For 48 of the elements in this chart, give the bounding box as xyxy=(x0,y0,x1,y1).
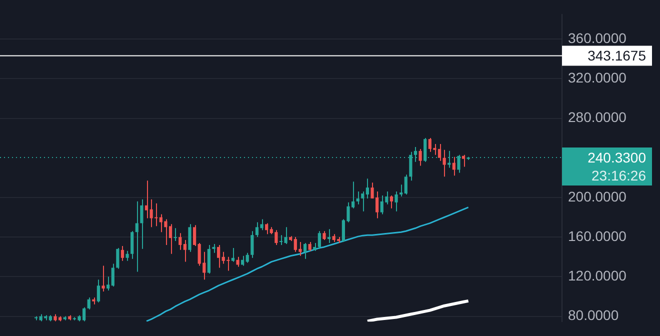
candlestick xyxy=(366,178,370,199)
candlestick xyxy=(241,255,244,266)
candlestick xyxy=(231,247,235,262)
y-tick-label: 360.0000 xyxy=(568,30,627,46)
candlestick xyxy=(400,184,403,197)
candlestick xyxy=(188,224,192,252)
y-tick-label: 320.0000 xyxy=(568,70,627,86)
candlestick xyxy=(96,279,100,303)
candlestick xyxy=(207,244,211,274)
y-tick-label: 80.0000 xyxy=(568,307,619,324)
candlestick xyxy=(135,200,138,272)
candlestick xyxy=(356,191,360,205)
candlestick xyxy=(303,242,307,260)
candlestick xyxy=(183,240,186,262)
candlestick xyxy=(327,228,331,244)
candlestick xyxy=(87,296,90,310)
ref-line-label: 240.3300 xyxy=(588,149,646,166)
candlestick xyxy=(442,149,446,178)
candlestick xyxy=(178,232,182,250)
candlestick xyxy=(246,252,249,264)
candlestick xyxy=(404,174,408,195)
candlestick xyxy=(126,250,129,262)
candlestick xyxy=(394,191,398,212)
candlestick xyxy=(111,263,114,288)
candlestick xyxy=(250,230,254,258)
candlestick xyxy=(116,247,120,270)
candlestick xyxy=(102,265,105,292)
candlestick xyxy=(174,228,177,242)
candlestick xyxy=(452,156,456,176)
candlestick xyxy=(106,276,110,292)
candlestick xyxy=(462,154,466,168)
candlestick xyxy=(216,244,220,268)
candlestick xyxy=(192,224,196,246)
candlestick xyxy=(361,191,364,212)
ref-line-label: 343.1675 xyxy=(588,48,646,64)
candlestick xyxy=(130,230,134,260)
candlestick xyxy=(418,148,422,166)
y-tick-label: 120.0000 xyxy=(568,268,627,284)
y-tick-label: 280.0000 xyxy=(568,109,627,126)
candlestick xyxy=(120,245,124,262)
y-tick-label: 160.0000 xyxy=(568,228,627,244)
candlestick xyxy=(318,230,321,250)
text: 23:16:26 xyxy=(592,167,646,184)
candlestick xyxy=(236,256,240,268)
candlestick xyxy=(140,198,144,250)
candlestick xyxy=(265,222,268,235)
y-tick-label: 200.0000 xyxy=(568,188,627,204)
candlestick xyxy=(390,194,394,209)
